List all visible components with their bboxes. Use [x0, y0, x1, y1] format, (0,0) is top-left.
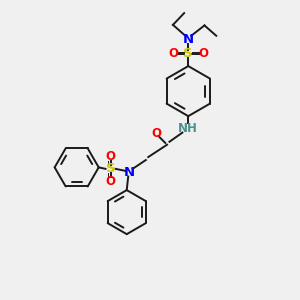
- Text: O: O: [199, 47, 208, 60]
- Text: O: O: [106, 150, 116, 163]
- Text: S: S: [184, 47, 193, 60]
- Text: N: N: [183, 33, 194, 46]
- Text: O: O: [151, 127, 161, 140]
- Text: O: O: [106, 175, 116, 188]
- Text: N: N: [124, 166, 135, 179]
- Text: O: O: [168, 47, 178, 60]
- Text: NH: NH: [178, 122, 198, 135]
- Text: S: S: [106, 162, 116, 175]
